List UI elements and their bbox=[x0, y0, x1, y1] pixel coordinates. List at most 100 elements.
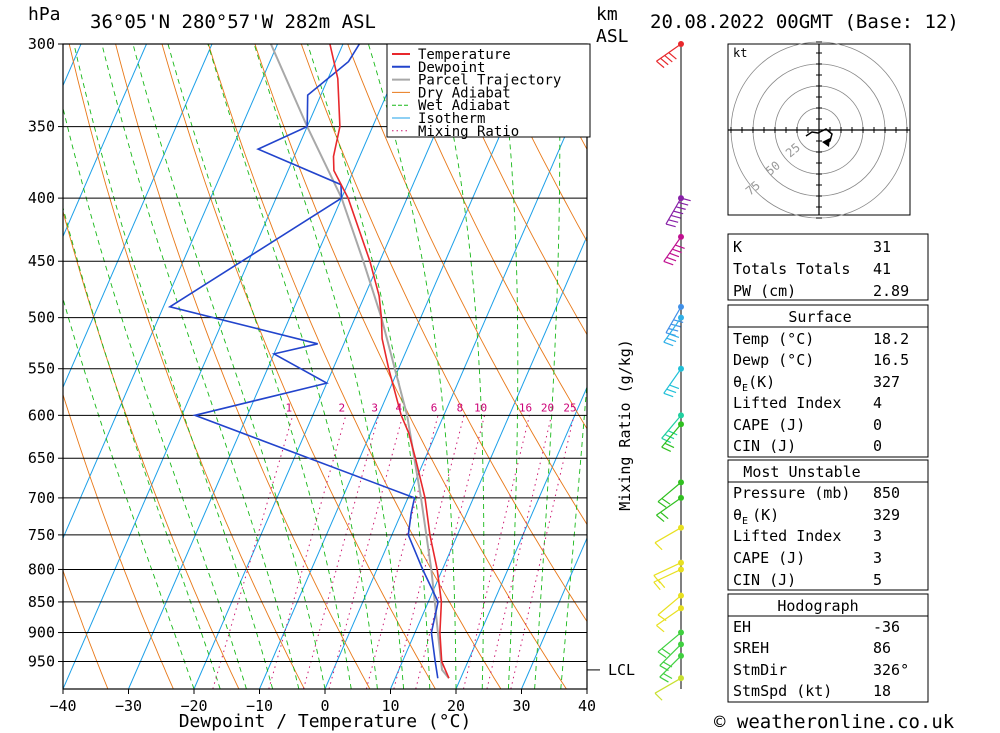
wet-adiabat-line bbox=[560, 377, 587, 689]
eh-label: EH bbox=[733, 618, 751, 636]
pressure-label: 850 bbox=[28, 593, 55, 611]
hodograph-unit: kt bbox=[733, 46, 747, 60]
totals-label: Totals Totals bbox=[733, 260, 850, 278]
lcl-label: LCL bbox=[608, 661, 635, 679]
pressure-label: 600 bbox=[28, 406, 55, 424]
surface-dewp-value: 16.5 bbox=[873, 351, 909, 369]
wind-barb-feather bbox=[668, 327, 679, 332]
wind-barb-feather bbox=[668, 219, 679, 223]
mixing-ratio-line bbox=[268, 415, 347, 689]
wind-barb-feather bbox=[663, 673, 673, 680]
wind-barb-feather bbox=[661, 437, 672, 444]
surface-li-label: Lifted Index bbox=[733, 394, 841, 412]
wind-barb-icon bbox=[665, 195, 691, 228]
stmdir-value: 326° bbox=[873, 661, 909, 679]
eh-value: -36 bbox=[873, 618, 900, 636]
wind-barb-feather bbox=[661, 497, 671, 505]
mixing-ratio-label: 4 bbox=[395, 401, 402, 414]
wind-barbs bbox=[653, 41, 691, 701]
wind-barb-dot bbox=[678, 303, 684, 310]
k-index-label: K bbox=[733, 238, 742, 256]
plot-frame bbox=[62, 43, 588, 690]
wind-barb-dot bbox=[678, 629, 684, 636]
temperature-tick-label: −30 bbox=[115, 697, 142, 715]
wind-barb-dot bbox=[678, 559, 684, 566]
wind-barb-feather bbox=[663, 341, 674, 347]
wind-barb-feather bbox=[654, 542, 663, 551]
wind-barb-dot bbox=[678, 605, 684, 612]
mixing-ratio-label: 8 bbox=[457, 401, 464, 414]
hodograph-trace bbox=[805, 128, 833, 144]
datetime-title: 20.08.2022 00GMT (Base: 12) bbox=[650, 11, 959, 33]
wind-barb-feather bbox=[670, 214, 681, 219]
wet-adiabat-line bbox=[307, 44, 431, 689]
surface-cape-value: 0 bbox=[873, 416, 882, 434]
dry-adiabat-line bbox=[440, 44, 587, 336]
stmspd-label: StmSpd (kt) bbox=[733, 682, 832, 700]
wind-barb-dot bbox=[678, 365, 684, 372]
surface-dewp-label: Dewp (°C) bbox=[733, 351, 814, 369]
surface-li-value: 4 bbox=[873, 394, 882, 412]
hpa-label: hPa bbox=[28, 4, 61, 25]
wind-barb-staff bbox=[654, 677, 682, 694]
wind-barb-icon bbox=[657, 629, 684, 659]
wind-barb-dot bbox=[678, 524, 684, 531]
temperature-tick-label: 30 bbox=[512, 697, 530, 715]
legend-entry: Isotherm bbox=[418, 111, 485, 127]
mixing-ratio-line bbox=[212, 415, 294, 689]
wind-barb-dot bbox=[678, 641, 684, 648]
wet-adiabat-line bbox=[63, 106, 247, 689]
surface-cape-label: CAPE (J) bbox=[733, 416, 805, 434]
wet-adiabat-line bbox=[498, 44, 519, 689]
wind-barb-dot bbox=[678, 652, 684, 659]
wind-barb-dot bbox=[678, 566, 684, 573]
wind-barb-feather bbox=[673, 210, 684, 215]
wet-adiabat-line bbox=[253, 44, 405, 689]
dewpoint-line bbox=[167, 44, 439, 679]
pw-label: PW (cm) bbox=[733, 282, 796, 300]
isotherm-line bbox=[63, 44, 278, 540]
isotherm-line bbox=[63, 44, 344, 689]
wind-barb-staff bbox=[657, 632, 682, 653]
mixing-ratio-label: 3 bbox=[371, 401, 378, 414]
wind-barb-feather bbox=[660, 511, 669, 520]
wind-barb-feather bbox=[654, 692, 663, 701]
hodograph-table-title: Hodograph bbox=[777, 597, 858, 615]
wind-barb-staff bbox=[657, 595, 682, 616]
mixing-ratio-label: 10 bbox=[474, 401, 487, 414]
mu-cape-value: 3 bbox=[873, 549, 882, 567]
wind-barb-staff bbox=[663, 368, 682, 394]
wet-adiabat-line bbox=[73, 44, 274, 689]
mixing-ratio-line bbox=[486, 415, 552, 689]
wind-barb-feather bbox=[657, 579, 666, 589]
mu-cin-value: 5 bbox=[873, 571, 882, 589]
wind-barb-staff bbox=[654, 527, 682, 544]
legend-entry: Mixing Ratio bbox=[418, 124, 519, 140]
pressure-label: 650 bbox=[28, 449, 55, 467]
asl-label: ASL bbox=[596, 26, 629, 47]
wind-barb-icon bbox=[656, 41, 684, 69]
isotherm-line bbox=[259, 44, 540, 689]
mu-pressure-label: Pressure (mb) bbox=[733, 484, 850, 502]
legend-entry: Temperature bbox=[418, 47, 511, 63]
mixing-ratio-labels: 1 2 3 4 6 8 10 16 20 25 bbox=[285, 401, 576, 414]
wet-adiabat-line bbox=[534, 44, 561, 689]
mixing-ratio-label: 16 bbox=[519, 401, 532, 414]
wind-barb-feather bbox=[657, 501, 667, 508]
pressure-label: 800 bbox=[28, 560, 55, 578]
wind-barb-feather bbox=[664, 433, 675, 440]
temperature-tick-label: 40 bbox=[578, 697, 596, 715]
temperature-axis-labels: −40 −30 −20 −10 0 10 20 30 40 bbox=[49, 689, 596, 715]
pressure-label: 500 bbox=[28, 309, 55, 327]
wind-barb-feather bbox=[669, 384, 680, 390]
wet-adiabat-line bbox=[367, 44, 457, 689]
surface-temp-label: Temp (°C) bbox=[733, 330, 814, 348]
wind-barb-staff bbox=[659, 655, 682, 678]
wind-barb-dot bbox=[678, 421, 684, 428]
wet-adiabat-lines bbox=[63, 44, 587, 689]
legend-entry: Wet Adiabat bbox=[418, 98, 511, 114]
wind-barb-dot bbox=[678, 314, 684, 321]
wind-barb-dot bbox=[678, 479, 684, 486]
wind-barb-feather bbox=[668, 52, 677, 60]
